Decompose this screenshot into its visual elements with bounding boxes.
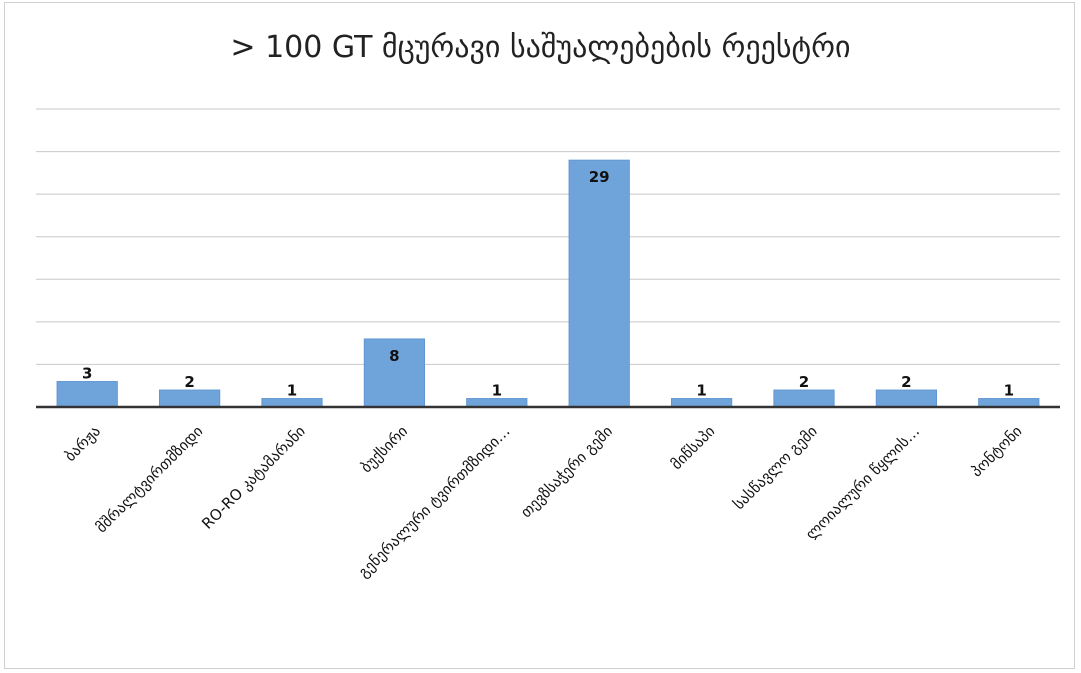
value-label: 2 xyxy=(184,373,194,391)
chart-title: > 100 GT მცურავი საშუალებების რეესტრი xyxy=(0,30,1081,65)
value-label: 8 xyxy=(389,347,399,365)
value-label: 1 xyxy=(287,381,297,399)
category-label: RO-RO კატამარანი xyxy=(198,422,309,533)
category-label: სასწავლო გემი xyxy=(730,422,821,513)
bar xyxy=(670,398,733,408)
bar xyxy=(466,398,528,408)
category-label: ბუქსირი xyxy=(357,422,411,476)
category-label: მიწსაპი xyxy=(667,422,718,473)
gridlines xyxy=(36,108,1060,365)
value-labels: 3 2 1 8 1 29 1 2 2 1 xyxy=(82,168,1014,399)
category-label: თევზსაჭერი გემი xyxy=(517,422,616,521)
chart-frame xyxy=(4,2,1075,669)
category-label: ბარჟა xyxy=(61,422,104,465)
bars xyxy=(56,159,1040,408)
bar xyxy=(56,381,118,408)
bar xyxy=(363,338,426,408)
value-label: 3 xyxy=(82,364,92,382)
bar xyxy=(261,398,323,408)
category-label: პონტონი xyxy=(967,422,1025,480)
bar xyxy=(978,398,1040,408)
category-label: მშრალტვირთმზიდი xyxy=(92,422,206,536)
bar xyxy=(773,389,835,408)
value-label: 2 xyxy=(799,373,809,391)
value-label: 1 xyxy=(1004,381,1014,399)
bar xyxy=(568,159,630,408)
bar xyxy=(875,389,938,408)
value-label: 2 xyxy=(901,373,911,391)
value-label: 1 xyxy=(492,381,502,399)
bar xyxy=(158,389,221,408)
chart-title-text: > 100 GT მცურავი საშუალებების რეესტრი xyxy=(230,30,851,65)
category-label: ლოიალური წყლის… xyxy=(802,422,923,543)
value-label: 1 xyxy=(696,381,706,399)
value-label: 29 xyxy=(589,168,610,186)
